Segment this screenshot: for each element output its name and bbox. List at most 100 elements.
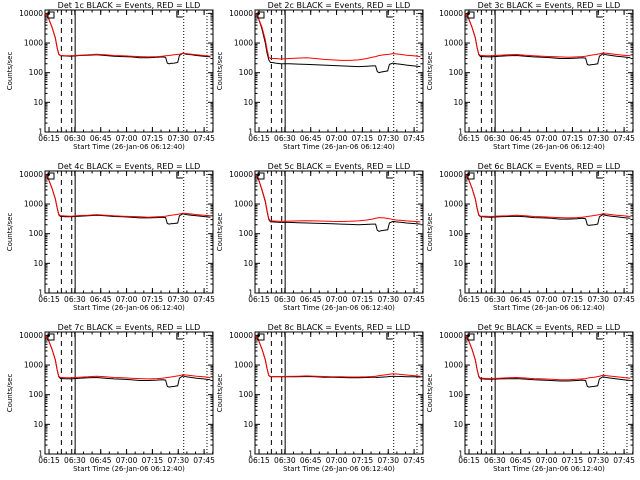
y-tick-label: 10 [453, 98, 463, 107]
y-tick-label: 1 [248, 450, 253, 459]
corner-marker [467, 172, 475, 180]
y-tick-label: 1 [458, 289, 463, 298]
y-tick-label: 1000 [444, 200, 463, 209]
x-tick-label: 06:15 [248, 134, 270, 143]
x-tick-label: 07:45 [613, 295, 635, 304]
corner-marker [596, 172, 603, 179]
x-tick-label: 06:15 [458, 295, 480, 304]
plot-frame [464, 9, 634, 133]
y-tick-label: 100 [29, 229, 44, 238]
x-tick-label: 06:15 [458, 134, 480, 143]
corner-marker [596, 333, 603, 340]
panel-2: Det 2c BLACK = Events, RED = LLD 1 10 100 10… [216, 1, 425, 151]
y-tick-label: 10 [33, 420, 43, 429]
y-tick-label: 100 [239, 229, 254, 238]
plot-frame [44, 9, 214, 133]
y-tick-label: 10000 [19, 331, 43, 340]
x-tick-label: 07:45 [613, 456, 635, 465]
x-tick-label: 06:30 [484, 456, 506, 465]
y-axis-label: Counts/sec [426, 52, 434, 91]
x-tick-label: 06:45 [510, 456, 532, 465]
x-tick-label: 07:00 [536, 295, 558, 304]
x-tick-label: 06:15 [38, 134, 60, 143]
x-tick-label: 07:30 [377, 134, 399, 143]
series-lld-line [254, 174, 421, 223]
y-tick-label: 10000 [229, 331, 253, 340]
y-tick-label: 1 [38, 289, 43, 298]
x-tick-label: 07:30 [167, 456, 189, 465]
y-tick-label: 100 [449, 68, 464, 77]
x-axis-label: Start Time (26-Jan-06 06:12:40) [283, 304, 395, 312]
panel-6: Det 6c BLACK = Events, RED = LLD 1 10 100 10… [426, 162, 635, 312]
panel-title: Det 9c BLACK = Events, RED = LLD [478, 323, 621, 332]
corner-marker [386, 11, 393, 18]
x-tick-label: 07:45 [193, 456, 215, 465]
y-tick-label: 100 [29, 68, 44, 77]
corner-marker [176, 172, 183, 179]
x-tick-label: 06:45 [510, 295, 532, 304]
plot-frame [464, 170, 634, 294]
y-tick-label: 10 [33, 259, 43, 268]
series-lld-line [464, 13, 631, 58]
x-tick-label: 06:45 [90, 295, 112, 304]
y-tick-label: 1000 [24, 361, 43, 370]
x-tick-label: 07:30 [167, 295, 189, 304]
plot-frame [44, 170, 214, 294]
x-tick-label: 07:15 [142, 295, 164, 304]
x-tick-label: 06:45 [510, 134, 532, 143]
plot-frame [254, 331, 424, 455]
y-tick-label: 10000 [229, 170, 253, 179]
x-tick-label: 06:15 [248, 456, 270, 465]
y-tick-label: 10 [243, 259, 253, 268]
x-tick-label: 07:15 [142, 134, 164, 143]
x-axis-label: Start Time (26-Jan-06 06:12:40) [493, 143, 605, 151]
x-tick-label: 06:30 [484, 134, 506, 143]
x-tick-label: 07:15 [562, 295, 584, 304]
panels: Det 1c BLACK = Events, RED = LLD11010010… [6, 1, 635, 473]
y-axis-label: Counts/sec [216, 52, 224, 91]
x-tick-label: 06:30 [64, 456, 86, 465]
y-tick-label: 10 [243, 420, 253, 429]
panel-title: Det 8c BLACK = Events, RED = LLD [268, 323, 411, 332]
series-lld-line [464, 335, 631, 381]
x-tick-label: 07:15 [562, 134, 584, 143]
x-tick-label: 06:15 [248, 295, 270, 304]
panel-title: Det 3c BLACK = Events, RED = LLD [478, 1, 621, 10]
panel-9: Det 9c BLACK = Events, RED = LLD 1 10 100 10… [426, 323, 635, 473]
y-tick-label: 1000 [234, 200, 253, 209]
panel-8: Det 8c BLACK = Events, RED = LLD 1 10 100 10… [216, 323, 425, 473]
y-tick-label: 10 [243, 98, 253, 107]
corner-marker [257, 11, 265, 19]
y-tick-label: 1 [248, 289, 253, 298]
x-tick-label: 07:45 [403, 134, 425, 143]
corner-marker [47, 172, 55, 180]
corner-marker [47, 333, 55, 341]
series-lld-line [464, 174, 631, 219]
x-tick-label: 07:00 [536, 134, 558, 143]
y-tick-label: 10000 [229, 9, 253, 18]
y-tick-label: 1000 [24, 39, 43, 48]
x-axis-label: Start Time (26-Jan-06 06:12:40) [493, 465, 605, 473]
x-axis-label: Start Time (26-Jan-06 06:12:40) [73, 465, 185, 473]
panel-title: Det 4c BLACK = Events, RED = LLD [58, 162, 201, 171]
x-tick-label: 07:00 [536, 456, 558, 465]
y-axis-label: Counts/sec [216, 374, 224, 413]
y-tick-label: 100 [449, 390, 464, 399]
y-tick-label: 10000 [439, 331, 463, 340]
x-tick-label: 06:15 [38, 456, 60, 465]
plot-frame [464, 331, 634, 455]
series-events-line [44, 335, 211, 388]
x-tick-label: 07:15 [142, 456, 164, 465]
series-events-line [254, 13, 421, 74]
y-tick-label: 1 [458, 450, 463, 459]
y-tick-label: 10 [453, 420, 463, 429]
y-tick-label: 1000 [444, 361, 463, 370]
panel-4: Det 4c BLACK = Events, RED = LLD 1 10 100 10… [6, 162, 215, 312]
x-tick-label: 06:45 [300, 134, 322, 143]
x-tick-label: 06:15 [458, 456, 480, 465]
series-lld-line [254, 13, 421, 61]
x-tick-label: 06:30 [274, 295, 296, 304]
y-tick-label: 10000 [439, 9, 463, 18]
corner-marker [47, 11, 55, 19]
x-tick-label: 06:45 [300, 295, 322, 304]
